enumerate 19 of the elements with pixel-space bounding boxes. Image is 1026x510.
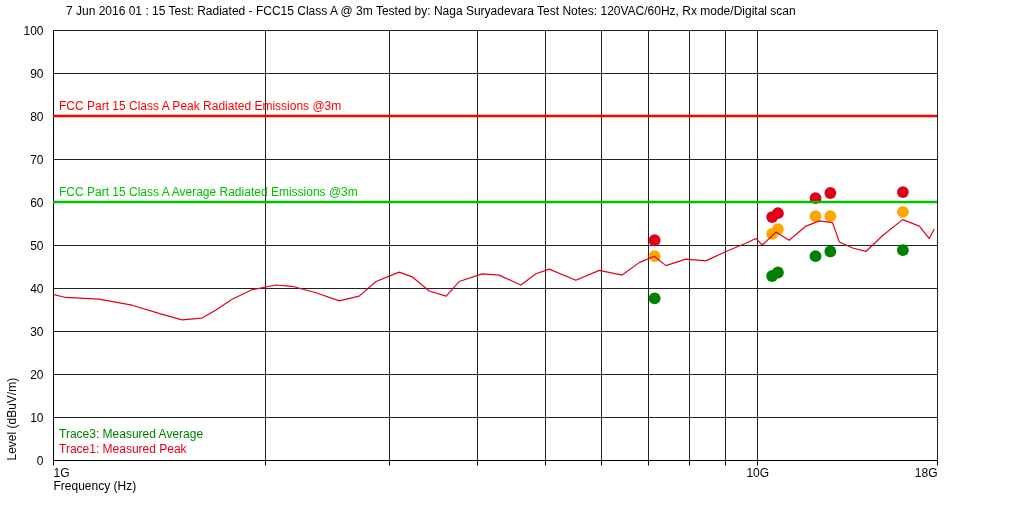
y-tick-label: 20	[30, 367, 44, 382]
text: Trace1: Measured Peak	[59, 442, 188, 456]
y-axis-title: Level (dBuV/m)	[5, 377, 20, 461]
y-tick-label: 70	[30, 152, 44, 167]
y-tick-label: 60	[30, 195, 44, 210]
x-tick-label: 1G	[53, 465, 70, 480]
y-tick-label: 30	[30, 324, 44, 339]
text: Trace3: Measured Average	[59, 427, 204, 441]
y-tick-label: 50	[30, 238, 44, 253]
y-tick-label: 10	[30, 410, 44, 425]
chart-title: 7 Jun 2016 01 : 15 Test: Radiated - FCC15 Class A @ 3m Tested by: Naga Suryadevara Test Notes: 120VAC/60Hz, Rx mode/Digital scan	[65, 4, 796, 18]
y-tick-label: 80	[30, 109, 44, 124]
y-tick-label: 0	[36, 453, 44, 468]
x-axis-title: Frequency (Hz)	[53, 478, 137, 493]
y-tick-label: 90	[30, 66, 44, 81]
y-tick-label: 100	[23, 23, 44, 38]
y-tick-label: 40	[30, 281, 44, 296]
x-tick-label: 18G	[914, 465, 938, 480]
x-tick-label: 10G	[746, 465, 770, 480]
